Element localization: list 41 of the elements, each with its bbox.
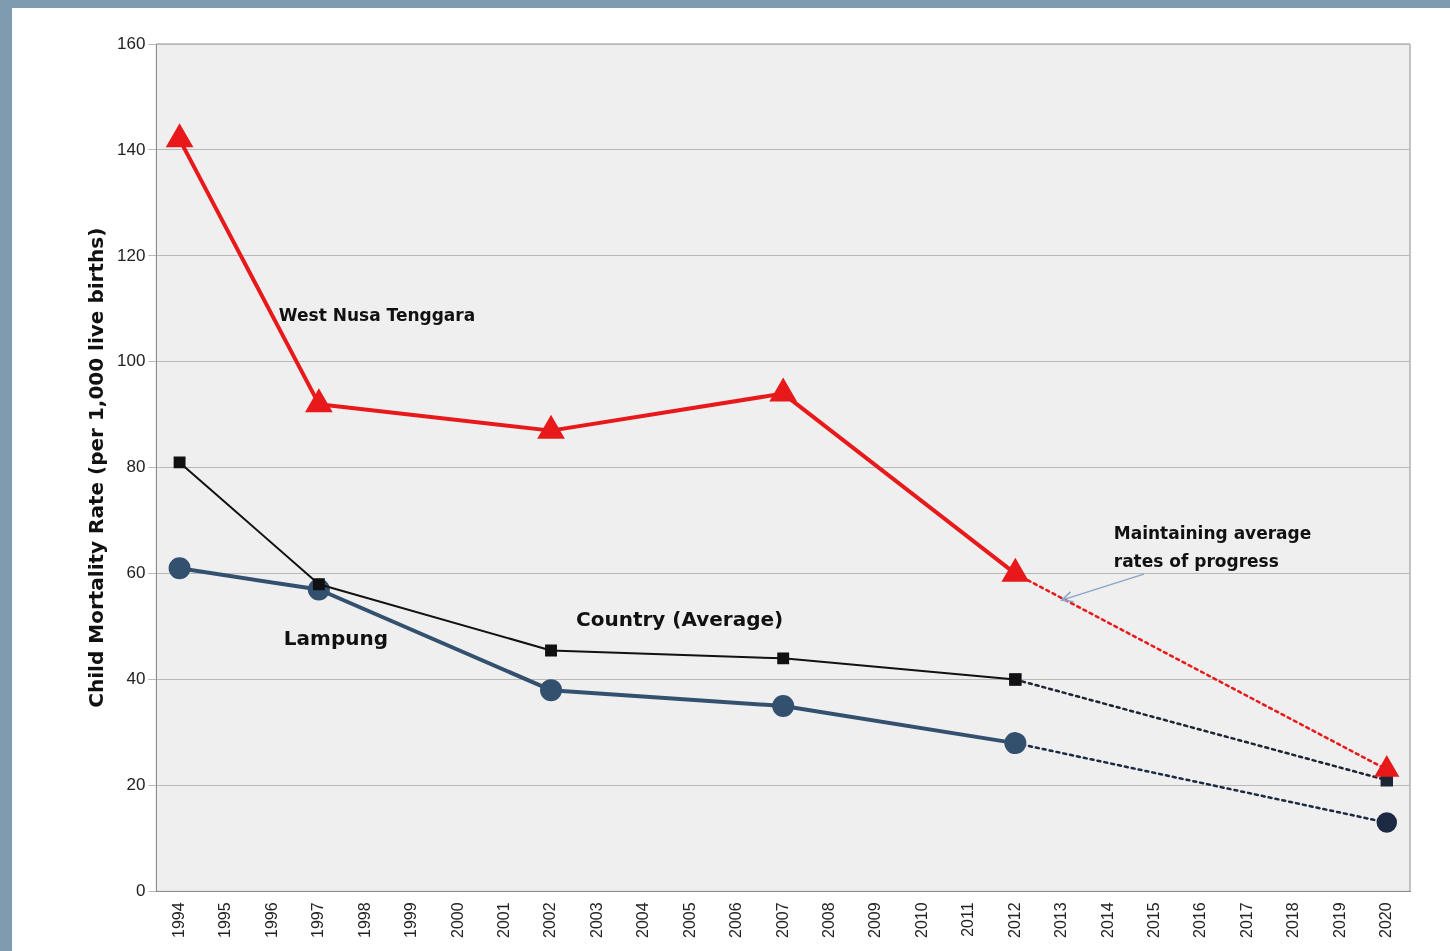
y-tick-label: 80	[126, 457, 146, 477]
x-tick-label: 2010	[912, 902, 930, 938]
x-tick-label: 1998	[355, 902, 373, 938]
x-tick-label: 2001	[495, 902, 512, 938]
x-tick-label: 1996	[262, 902, 280, 938]
x-tick-label: 2017	[1237, 902, 1255, 938]
x-tick-label: 2015	[1145, 902, 1163, 938]
x-tick-label: 1997	[309, 902, 327, 938]
x-tick-label: 2016	[1191, 902, 1209, 938]
x-tick-label: 2007	[773, 902, 791, 938]
x-tick-label: 2002	[541, 902, 559, 938]
y-tick-label: 160	[116, 33, 146, 53]
x-tick-label: 1995	[216, 902, 234, 938]
y-tick-label: 120	[116, 245, 146, 265]
x-tick-label: 2018	[1284, 902, 1302, 938]
x-tick-label: 2005	[680, 902, 698, 938]
x-tick-label: 2020	[1377, 902, 1395, 938]
y-axis-title: Child Mortality Rate (per 1,000 live births)	[84, 227, 109, 708]
x-tick-label: 2003	[587, 902, 605, 938]
annotation: Maintaining average rates of progress	[1113, 522, 1312, 571]
y-tick-label: 40	[126, 669, 146, 689]
x-tick-label: 2014	[1098, 902, 1116, 938]
series-label: West Nusa Tenggara	[278, 304, 476, 325]
x-tick-label: 2019	[1330, 902, 1348, 938]
series-label: Lampung	[283, 625, 389, 650]
x-tick-label: 2000	[448, 902, 466, 938]
y-tick-label: 20	[126, 775, 146, 795]
x-tick-label: 2009	[866, 902, 884, 938]
y-tick-label: 0	[135, 881, 146, 901]
x-tick-label: 1994	[169, 902, 187, 938]
x-tick-label: 2012	[1005, 902, 1023, 938]
x-tick-label: 2013	[1052, 902, 1070, 938]
y-tick-label: 100	[116, 351, 146, 371]
y-tick-label: 60	[126, 563, 146, 583]
x-tick-label: 2004	[634, 902, 652, 938]
x-tick-label: 2006	[727, 902, 745, 938]
x-tick-label: 1999	[402, 902, 420, 938]
series-label: Country (Average)	[576, 606, 784, 631]
x-tick-label: 2008	[820, 902, 838, 938]
y-tick-label: 140	[116, 139, 146, 159]
x-tick-label: 2011	[959, 902, 977, 937]
